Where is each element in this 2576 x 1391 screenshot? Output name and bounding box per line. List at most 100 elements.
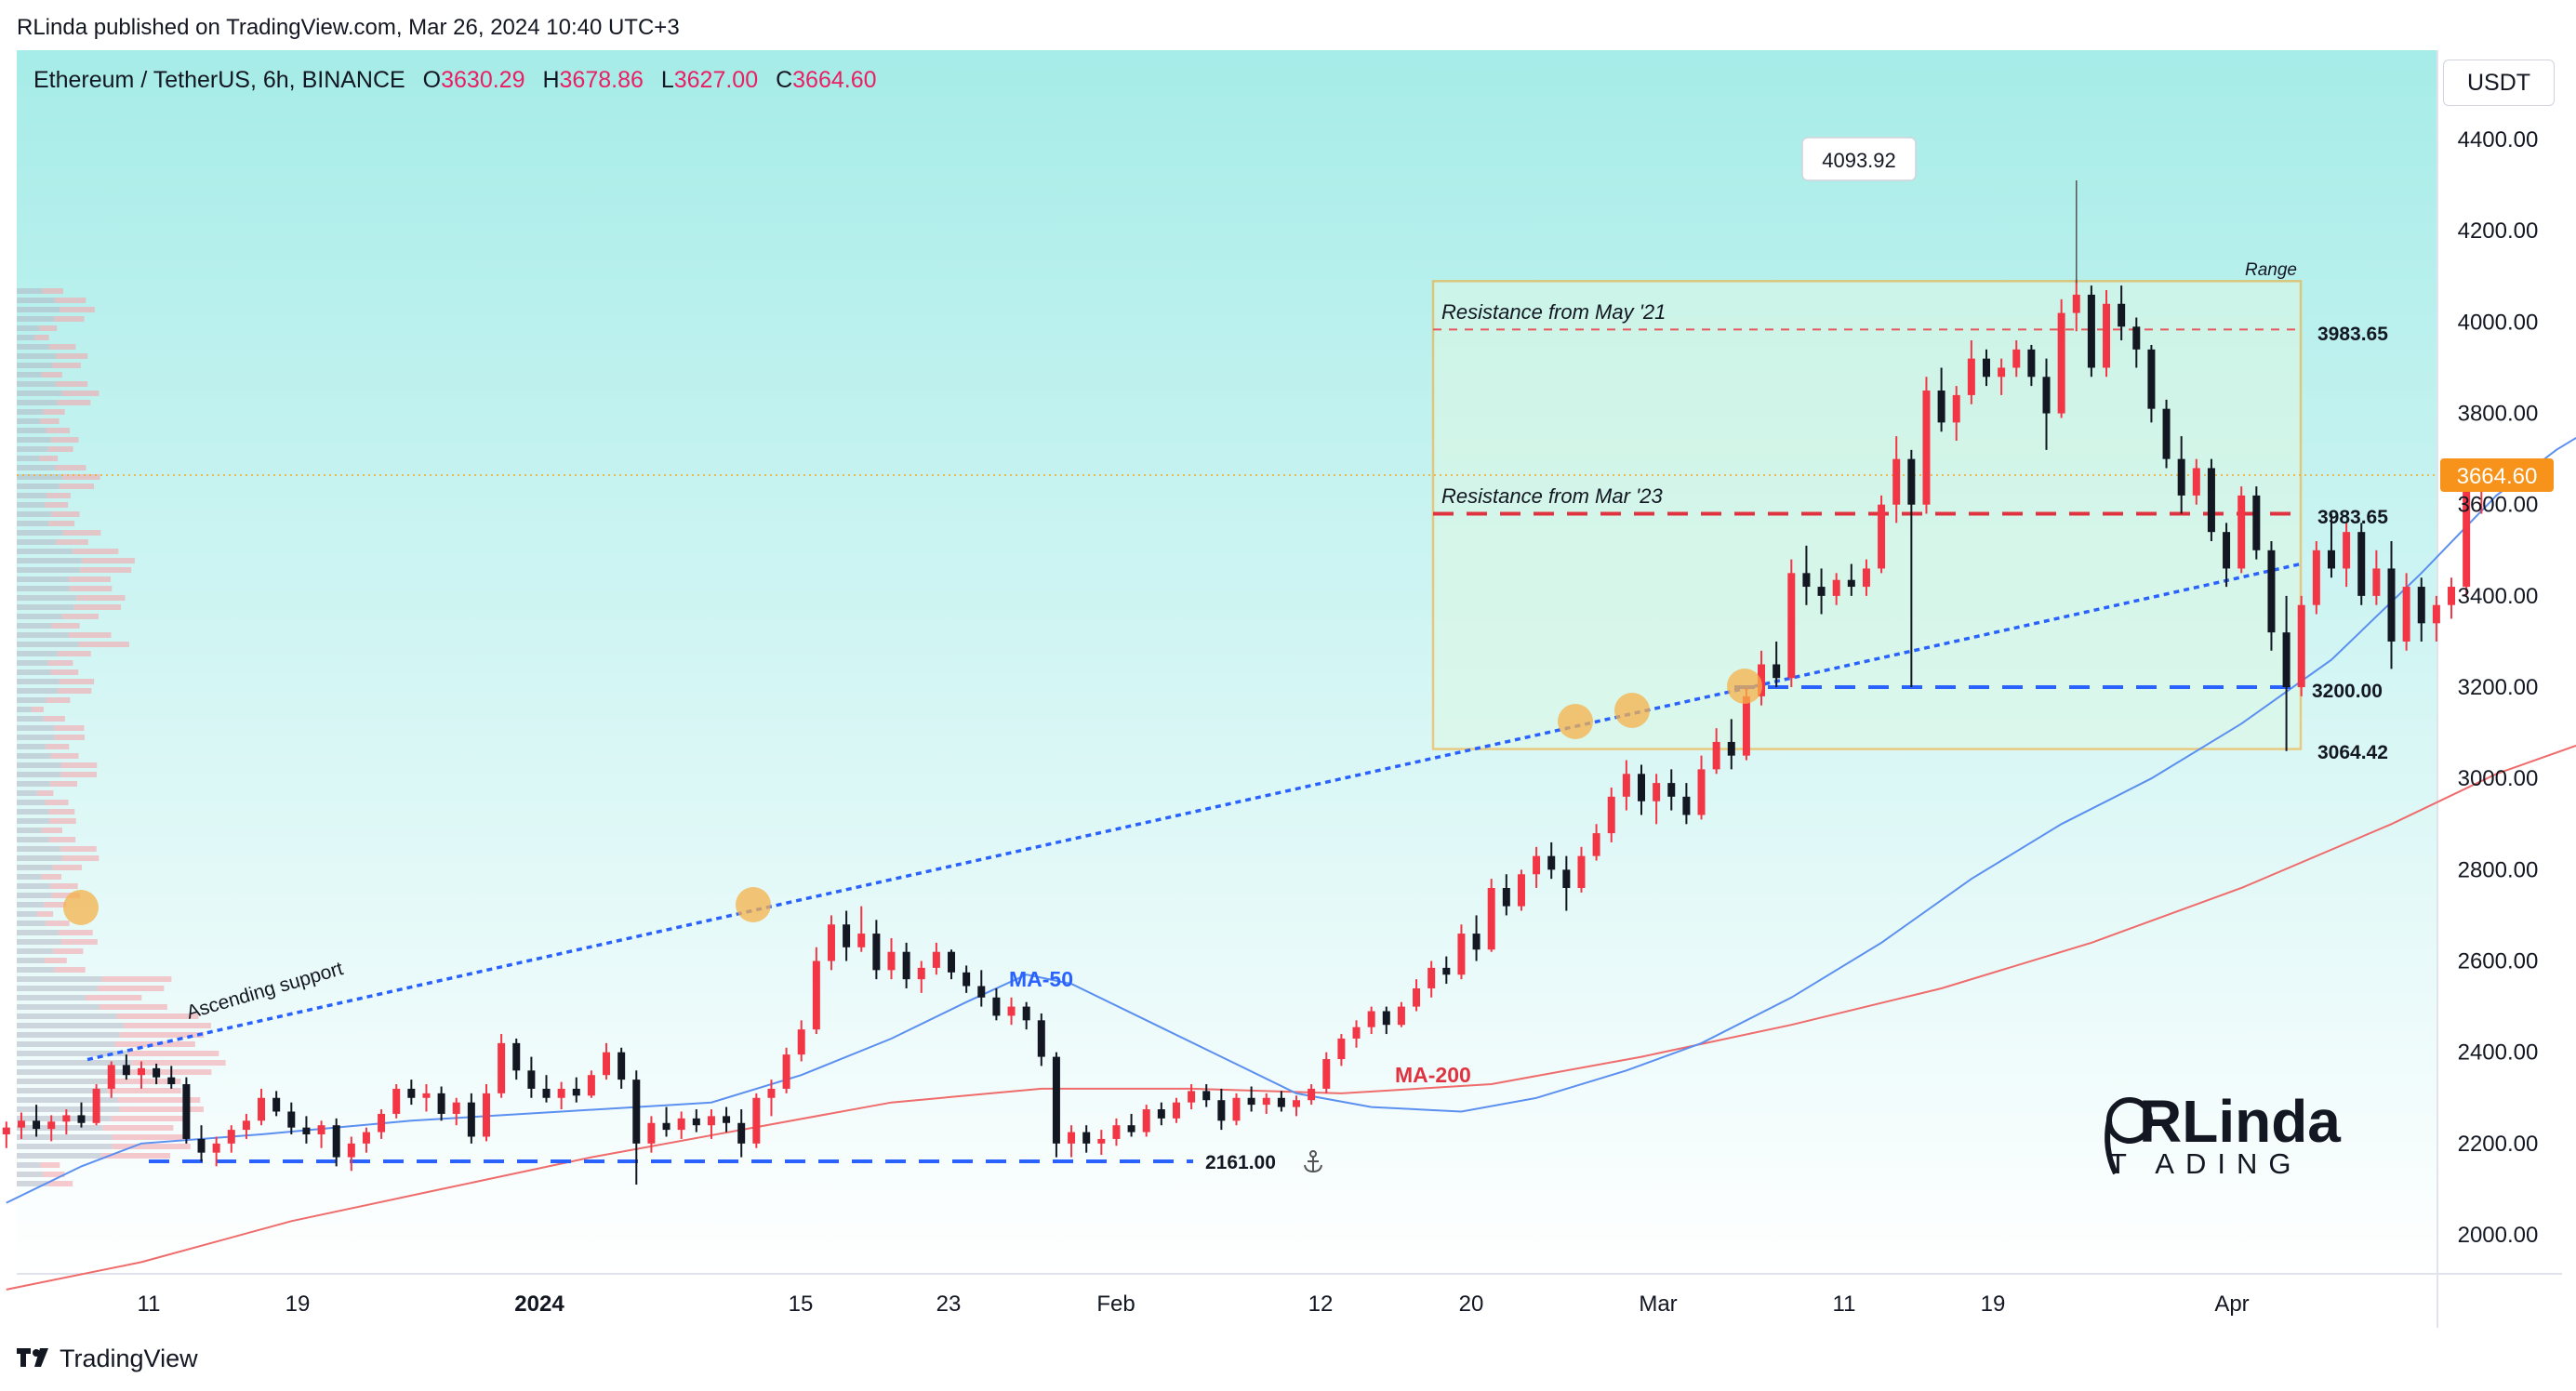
- candle-body: [2372, 568, 2381, 596]
- candle-body: [512, 1042, 521, 1071]
- candle-body: [887, 951, 896, 971]
- volume-bar-a: [17, 707, 32, 712]
- volume-bar-b: [39, 456, 59, 461]
- volume-bar-a: [17, 1181, 48, 1186]
- volume-bar-b: [36, 790, 54, 796]
- volume-bar-b: [73, 604, 122, 610]
- volume-bar-a: [17, 456, 40, 461]
- candle-body: [2042, 377, 2051, 414]
- candle-body: [2357, 532, 2366, 596]
- anchor-arms: [1304, 1164, 1322, 1173]
- peak-label-box: [1801, 137, 1917, 181]
- candle-body: [1293, 1100, 1301, 1107]
- candle-body: [2103, 303, 2111, 368]
- low-value: 3627.00: [673, 67, 759, 93]
- candle-body: [2207, 468, 2215, 533]
- volume-bar-b: [60, 307, 95, 312]
- volume-bar-a: [17, 539, 57, 545]
- volume-bar-a: [17, 465, 55, 470]
- candle-body: [677, 1118, 685, 1131]
- logo-wordmark: RLinda: [2139, 1088, 2341, 1155]
- volume-bar-a: [17, 874, 42, 880]
- time-tick-label: 19: [1981, 1292, 2006, 1317]
- candle-body: [17, 1120, 25, 1128]
- price-tick-label: 3400.00: [2458, 584, 2539, 609]
- candle-body: [1457, 934, 1466, 975]
- candle-body: [1712, 741, 1720, 770]
- candle-body: [1487, 887, 1495, 950]
- candle-body: [2417, 587, 2425, 624]
- candle-body: [197, 1138, 206, 1153]
- peak-label: 4093.92: [1822, 149, 1896, 172]
- volume-bar-b: [31, 707, 44, 712]
- volume-bar-b: [49, 818, 76, 824]
- volume-bar-b: [68, 632, 112, 638]
- volume-bar-b: [69, 586, 113, 591]
- candle-body: [1533, 855, 1541, 875]
- volume-bar-a: [17, 1125, 103, 1131]
- time-tick-label: Apr: [2214, 1292, 2249, 1317]
- volume-bar-b: [50, 437, 79, 443]
- candle-body: [1037, 1020, 1045, 1057]
- volume-bar-b: [46, 921, 70, 926]
- volume-bar-a: [17, 391, 62, 396]
- ma-50-label: MA-50: [1009, 967, 1073, 991]
- volume-bar-a: [17, 530, 63, 536]
- candle-body: [1022, 1006, 1030, 1021]
- volume-bar-b: [119, 1106, 204, 1112]
- open-value: 3630.29: [441, 67, 525, 93]
- candle-body: [2072, 294, 2080, 313]
- candle-body: [2132, 326, 2141, 350]
- volume-bar-b: [41, 372, 62, 378]
- tradingview-footer[interactable]: TradingView: [17, 1345, 198, 1373]
- volume-bar-b: [45, 800, 69, 805]
- candle-body: [287, 1111, 296, 1128]
- symbol-name[interactable]: Ethereum / TetherUS, 6h, BINANCE: [33, 67, 405, 93]
- volume-bar-a: [17, 883, 51, 889]
- volume-bar-a: [17, 809, 49, 815]
- volume-bar-b: [62, 474, 100, 480]
- volume-bar-a: [17, 976, 102, 982]
- volume-bar-b: [79, 567, 132, 573]
- candle-body: [932, 951, 940, 968]
- volume-bar-b: [45, 744, 70, 749]
- volume-bar-b: [50, 753, 79, 759]
- touch-circle: [1727, 669, 1762, 704]
- candle-body: [2237, 495, 2246, 569]
- price-tick-label: 4200.00: [2458, 219, 2539, 244]
- volume-bar-a: [17, 1153, 101, 1159]
- volume-bar-a: [17, 744, 46, 749]
- volume-bar-a: [17, 363, 52, 368]
- candle-body: [1112, 1125, 1121, 1139]
- candle-body: [1773, 664, 1781, 679]
- price-tick-label: 2600.00: [2458, 949, 2539, 974]
- symbol-legend[interactable]: Ethereum / TetherUS, 6h, BINANCE O3630.2…: [33, 67, 877, 94]
- volume-bar-b: [53, 725, 85, 731]
- candle-body: [392, 1088, 401, 1114]
- volume-bar-a: [17, 325, 39, 331]
- volume-bar-a: [17, 995, 86, 1000]
- volume-bar-a: [17, 614, 62, 619]
- candle-body: [603, 1052, 611, 1076]
- price-tick-label: 3200.00: [2458, 675, 2539, 700]
- volume-bar-b: [57, 400, 91, 405]
- candle-body: [992, 997, 1001, 1016]
- candle-body: [227, 1130, 235, 1144]
- volume-bar-b: [100, 1004, 167, 1010]
- currency-button[interactable]: USDT: [2443, 60, 2555, 106]
- open-label: O: [422, 67, 442, 93]
- volume-bar-a: [17, 595, 77, 601]
- candle-body: [1202, 1091, 1211, 1101]
- volume-bar-a: [17, 493, 46, 498]
- time-tick-label: 12: [1308, 1292, 1334, 1317]
- candle-body: [1802, 573, 1811, 588]
- volume-profile: [17, 288, 226, 1186]
- candle-body: [1682, 796, 1691, 815]
- tradingview-logo-icon: [17, 1347, 52, 1371]
- time-tick-label: 11: [1833, 1292, 1856, 1317]
- candle-body: [138, 1067, 145, 1076]
- touch-circle: [736, 887, 771, 922]
- volume-bar-a: [17, 623, 52, 629]
- level-label-may21: 3983.65: [2317, 324, 2388, 345]
- candle-body: [2162, 408, 2171, 459]
